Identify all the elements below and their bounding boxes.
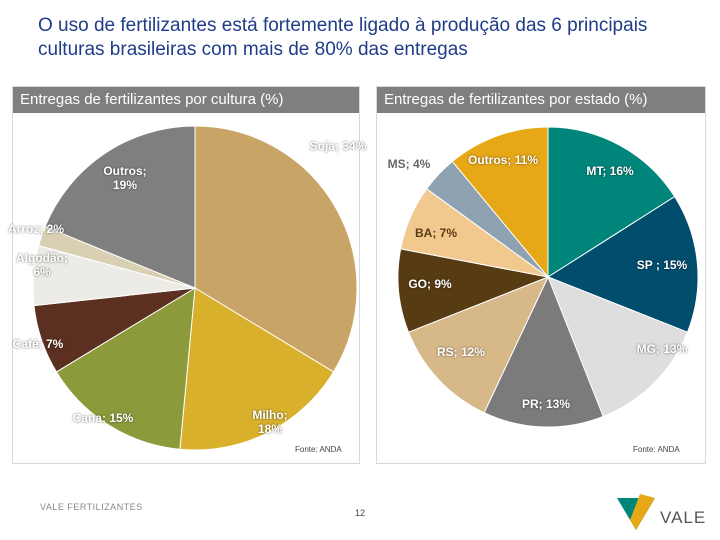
slice-label: RS; 12% [436, 345, 486, 359]
slice-label: MG; 13% [636, 342, 688, 356]
brand: VALE FERTILIZANTES [40, 502, 143, 512]
page-number: 12 [355, 508, 366, 518]
slice-label: Algodão; 6% [16, 251, 68, 279]
pie-slice [55, 287, 196, 450]
pie-slice [483, 275, 604, 428]
panel: Entregas de fertilizantes por cultura (%… [12, 86, 360, 464]
slice-label: Soja; 34% [309, 139, 367, 153]
pie-slice [397, 248, 550, 333]
slice-label: GO; 9% [408, 277, 452, 291]
source: Fonte: ANDA [295, 445, 342, 454]
slice-label: SP ; 15% [636, 258, 688, 272]
slice-label: Outros; 11% [467, 153, 539, 167]
pie-slice [194, 125, 358, 373]
chart-title: Entregas de fertilizantes por estado (%) [377, 87, 705, 113]
panel: Entregas de fertilizantes por estado (%) [376, 86, 706, 464]
slice-label: Arroz; 2% [7, 222, 64, 236]
source: Fonte: ANDA [633, 445, 680, 454]
pie-slice [407, 276, 549, 414]
logo-text: VALE [660, 508, 707, 527]
pie-slice [451, 126, 549, 279]
pie-slice [179, 287, 335, 451]
slice-label: Outros; 19% [103, 164, 147, 192]
slice-label: PR; 13% [521, 397, 571, 411]
slice-label: MS; 4% [387, 157, 431, 171]
slice-label: Milho; 18% [252, 408, 288, 436]
slide-title: O uso de fertilizantes está fortemente l… [38, 15, 648, 60]
slice-label: MT; 16% [586, 164, 634, 178]
pie-slice [547, 276, 689, 418]
pie-slice [44, 125, 196, 289]
slice-label: Café; 7% [12, 337, 64, 351]
pie-slice [546, 195, 699, 333]
chart-title: Entregas de fertilizantes por cultura (%… [13, 87, 359, 113]
pie-slice [547, 126, 676, 278]
logo-shape [630, 494, 655, 530]
slice-label: Cana; 15% [72, 411, 134, 425]
slice-label: BA; 7% [414, 226, 458, 240]
